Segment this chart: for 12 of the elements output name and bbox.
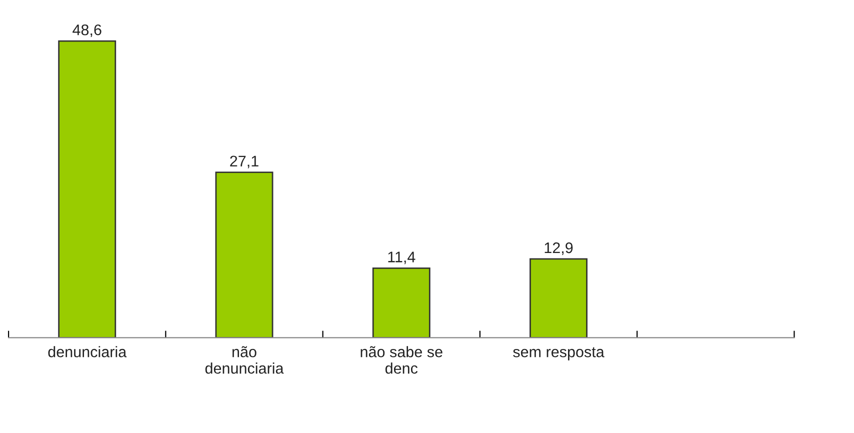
- x-tick-label: não denunciaria: [205, 346, 284, 374]
- data-label: 27,1: [230, 156, 258, 168]
- x-tick-label: denunciaria: [48, 346, 127, 358]
- x-tick-label: sem resposta: [513, 347, 604, 360]
- x-tick-label: não sabe se denc: [360, 346, 442, 374]
- bar: [58, 40, 116, 338]
- bar: [372, 267, 430, 338]
- data-label: 48,6: [72, 24, 102, 38]
- data-label: 11,4: [388, 252, 416, 264]
- bar: [215, 172, 274, 338]
- data-label: 12,9: [544, 242, 573, 255]
- bar: [530, 258, 588, 338]
